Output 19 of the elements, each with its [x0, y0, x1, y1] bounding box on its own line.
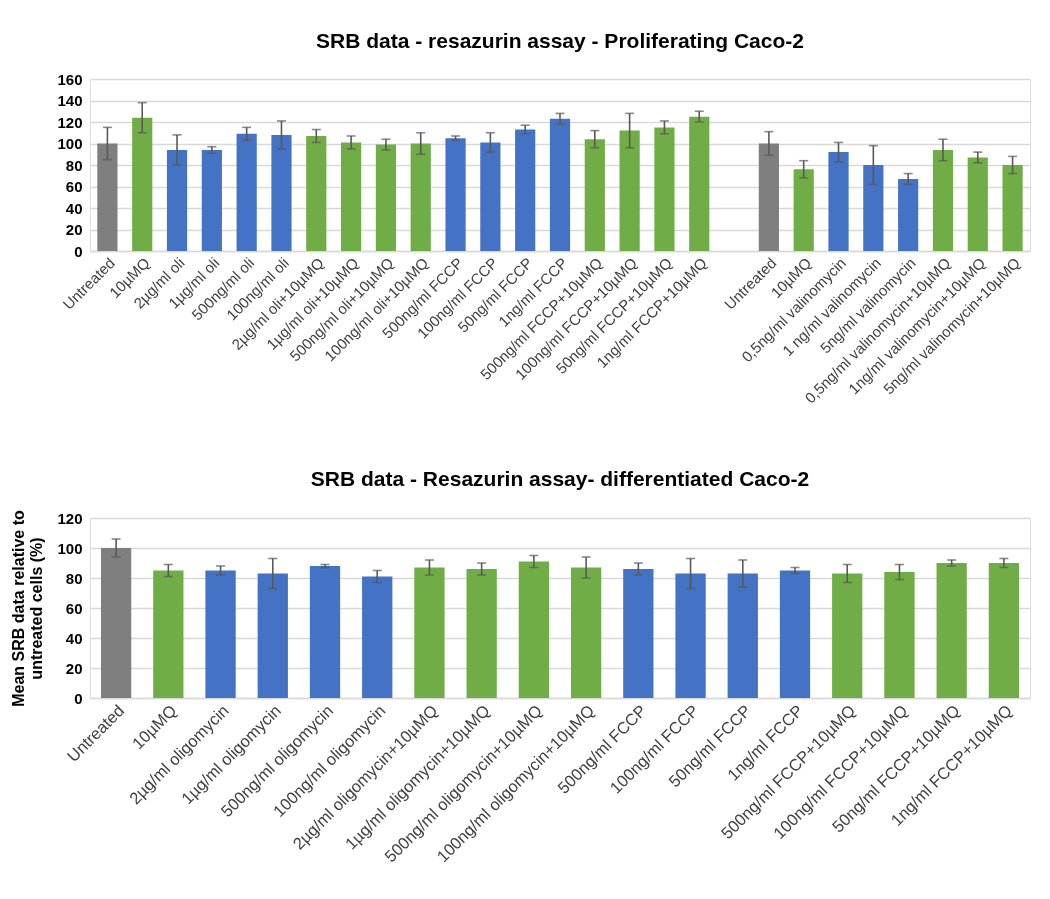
y-tick-label: 0 — [74, 242, 83, 260]
y-tick-label: 80 — [65, 569, 83, 587]
chart-title: SRB data - Resazurin assay- differentiated Caco-2 — [310, 466, 810, 490]
y-tick-label: 100 — [57, 539, 83, 557]
y-tick-label: 120 — [57, 509, 83, 527]
y-tick-label: 140 — [57, 92, 83, 109]
chart-title: SRB data - resazurin assay - Proliferating Caco-2 — [316, 29, 804, 52]
y-tick-label: 160 — [57, 70, 83, 88]
y-tick-label: 100 — [57, 135, 83, 152]
y-tick-label: 120 — [57, 113, 83, 131]
y-tick-label: 80 — [65, 156, 83, 174]
y-tick-label: 20 — [65, 221, 83, 238]
y-axis-title: Mean SRB data relative to untreated cells (%) — [10, 510, 46, 707]
y-tick-label: 40 — [65, 199, 83, 217]
y-tick-label: 20 — [65, 659, 83, 677]
y-tick-label: 40 — [65, 629, 83, 647]
y-tick-label: 0 — [74, 689, 83, 707]
y-tick-label: 60 — [65, 599, 83, 617]
y-tick-label: 60 — [65, 178, 83, 195]
